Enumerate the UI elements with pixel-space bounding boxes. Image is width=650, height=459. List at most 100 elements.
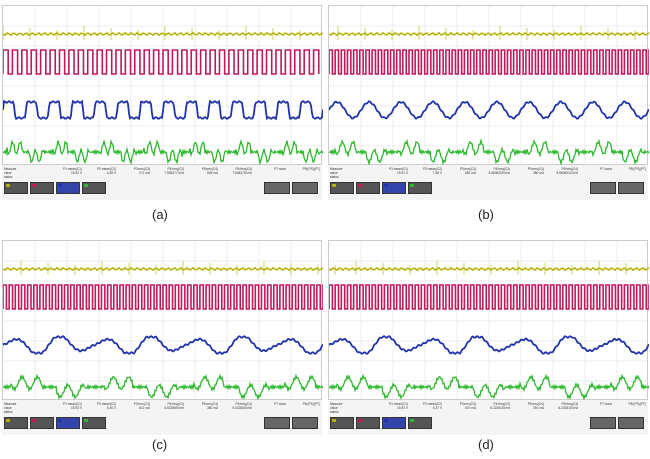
row-label: Measure <box>4 402 17 406</box>
timebase-box[interactable] <box>590 417 616 429</box>
trace-c2 <box>3 284 323 310</box>
trigger-box[interactable] <box>292 182 318 194</box>
param-value: 621 mA <box>139 406 150 410</box>
param-name: P1:mean(C1) <box>389 402 408 406</box>
trace-c4 <box>329 373 649 401</box>
oscilloscope-panel: Measure value status P1:mean(C1) 15.91 V P2:m… <box>328 5 649 200</box>
channel-c1-box[interactable] <box>330 182 354 194</box>
panel-label: (b) <box>478 207 494 222</box>
param-name: P4:freq(C3) <box>493 167 510 171</box>
channel-c4-box[interactable] <box>408 417 432 429</box>
panel-label: (c) <box>152 437 168 452</box>
param-value: 271 mA <box>139 171 150 175</box>
param-name: P1:mean(C1) <box>63 167 82 171</box>
param-value: 5.622865 kHz <box>232 406 252 410</box>
measurement-param: P8:(PS)(PT) <box>616 167 646 171</box>
param-name: P5:rms(C4) <box>201 402 218 406</box>
channel-c3-box[interactable] <box>56 417 80 429</box>
row-label: status <box>4 410 13 414</box>
trace-c2 <box>329 284 649 310</box>
measurement-param: P6:freq(C4) 6.222815 kHz <box>548 402 578 410</box>
trigger-box[interactable] <box>292 417 318 429</box>
measurement-param: P7:none <box>582 402 612 406</box>
channel-c4-box[interactable] <box>408 182 432 194</box>
scope-screen <box>328 240 649 401</box>
oscilloscope-panel: Measure value status P1:mean(C1) 15.93 V P2:m… <box>328 240 649 435</box>
measurement-param: P6:freq(C4) 5.622865 kHz <box>222 402 252 410</box>
param-name: P7:none <box>600 402 612 406</box>
trace-c1 <box>329 266 649 272</box>
timebase-box[interactable] <box>264 417 290 429</box>
param-value: 15.93 V <box>71 406 82 410</box>
trigger-box[interactable] <box>618 417 644 429</box>
trace-c2 <box>3 49 320 75</box>
param-name: P3:rms(C3) <box>133 402 150 406</box>
channel-c3-box[interactable] <box>56 182 80 194</box>
param-value: 5.37 V <box>432 406 442 410</box>
measurement-param: P5:rms(C4) 380 mA <box>188 402 218 410</box>
measurement-param: P4:freq(C3) 6.222815 kHz <box>480 402 510 410</box>
channel-c1-box[interactable] <box>4 417 28 429</box>
channel-c2-box[interactable] <box>356 417 380 429</box>
measurement-param: P4:freq(C3) 5.6606359 kHz <box>480 167 510 175</box>
param-value: 5.6606359 kHz <box>488 171 510 175</box>
param-name: P3:rms(C3) <box>459 167 476 171</box>
measurement-param: P6:freq(C4) 5.6606324 kHz <box>548 167 578 175</box>
measurement-table: Measure value status P1:mean(C1) 15.92 V P2:m… <box>2 165 322 200</box>
channel-c1-box[interactable] <box>4 182 28 194</box>
param-value: 391 mA <box>533 406 544 410</box>
channel-c1-box[interactable] <box>330 417 354 429</box>
channel-c2-box[interactable] <box>356 182 380 194</box>
param-name: P2:mean(C2) <box>423 167 442 171</box>
measurement-param: P3:rms(C3) 621 mA <box>120 402 150 410</box>
timebase-box[interactable] <box>590 182 616 194</box>
measurement-param: P2:mean(C2) 4.85 V <box>86 167 116 175</box>
channel-c3-box[interactable] <box>382 417 406 429</box>
param-name: P4:freq(C3) <box>167 167 184 171</box>
measurement-param: P5:rms(C4) 391 mA <box>514 402 544 410</box>
measurement-param: P5:rms(C4) 380 mA <box>514 167 544 175</box>
param-value: 5.622865 kHz <box>164 406 184 410</box>
channel-c4-box[interactable] <box>82 417 106 429</box>
panel-label: (d) <box>478 437 494 452</box>
param-value: 652 mA <box>465 171 476 175</box>
channel-c4-box[interactable] <box>82 182 106 194</box>
measurement-param: P7:none <box>256 402 286 406</box>
panel-label: (a) <box>152 207 168 222</box>
measurement-param: P6:freq(C4) 7.508376 kHz <box>222 167 252 175</box>
param-value: 380 mA <box>533 171 544 175</box>
param-name: P8:(PS)(PT) <box>302 402 320 406</box>
measurement-param: P2:mean(C2) 7.56 V <box>412 167 442 175</box>
param-name: P8:(PS)(PT) <box>628 167 646 171</box>
param-name: P7:none <box>274 402 286 406</box>
param-value: 5.46 V <box>106 406 116 410</box>
channel-c2-box[interactable] <box>30 417 54 429</box>
row-label: status <box>4 175 13 179</box>
param-value: 5.6606324 kHz <box>556 171 578 175</box>
trigger-box[interactable] <box>618 182 644 194</box>
channel-c3-box[interactable] <box>382 182 406 194</box>
param-name: P6:freq(C4) <box>235 402 252 406</box>
trace-c2 <box>329 49 649 75</box>
param-value: 7.508376 kHz <box>232 171 252 175</box>
trace-c3 <box>3 335 323 355</box>
measurement-param: P1:mean(C1) 15.92 V <box>52 167 82 175</box>
trace-c1 <box>3 31 323 37</box>
param-value: 670 mA <box>465 406 476 410</box>
measurement-param: P3:rms(C3) 670 mA <box>446 402 476 410</box>
scope-screen <box>328 5 649 166</box>
param-value: 6.222815 kHz <box>558 406 578 410</box>
channel-c2-box[interactable] <box>30 182 54 194</box>
scope-screen <box>2 5 323 166</box>
trace-c4 <box>329 137 649 166</box>
timebase-box[interactable] <box>264 182 290 194</box>
measurement-param: P1:mean(C1) 15.93 V <box>378 402 408 410</box>
oscilloscope-panel: Measure value status P1:mean(C1) 15.93 V P2:m… <box>2 240 323 435</box>
row-label: Measure <box>330 402 343 406</box>
param-name: P6:freq(C4) <box>561 402 578 406</box>
param-name: P4:freq(C3) <box>493 402 510 406</box>
measurement-param: P2:mean(C2) 5.46 V <box>86 402 116 410</box>
param-name: P2:mean(C2) <box>97 167 116 171</box>
measurement-param: P1:mean(C1) 15.91 V <box>378 167 408 175</box>
measurement-param: P1:mean(C1) 15.93 V <box>52 402 82 410</box>
